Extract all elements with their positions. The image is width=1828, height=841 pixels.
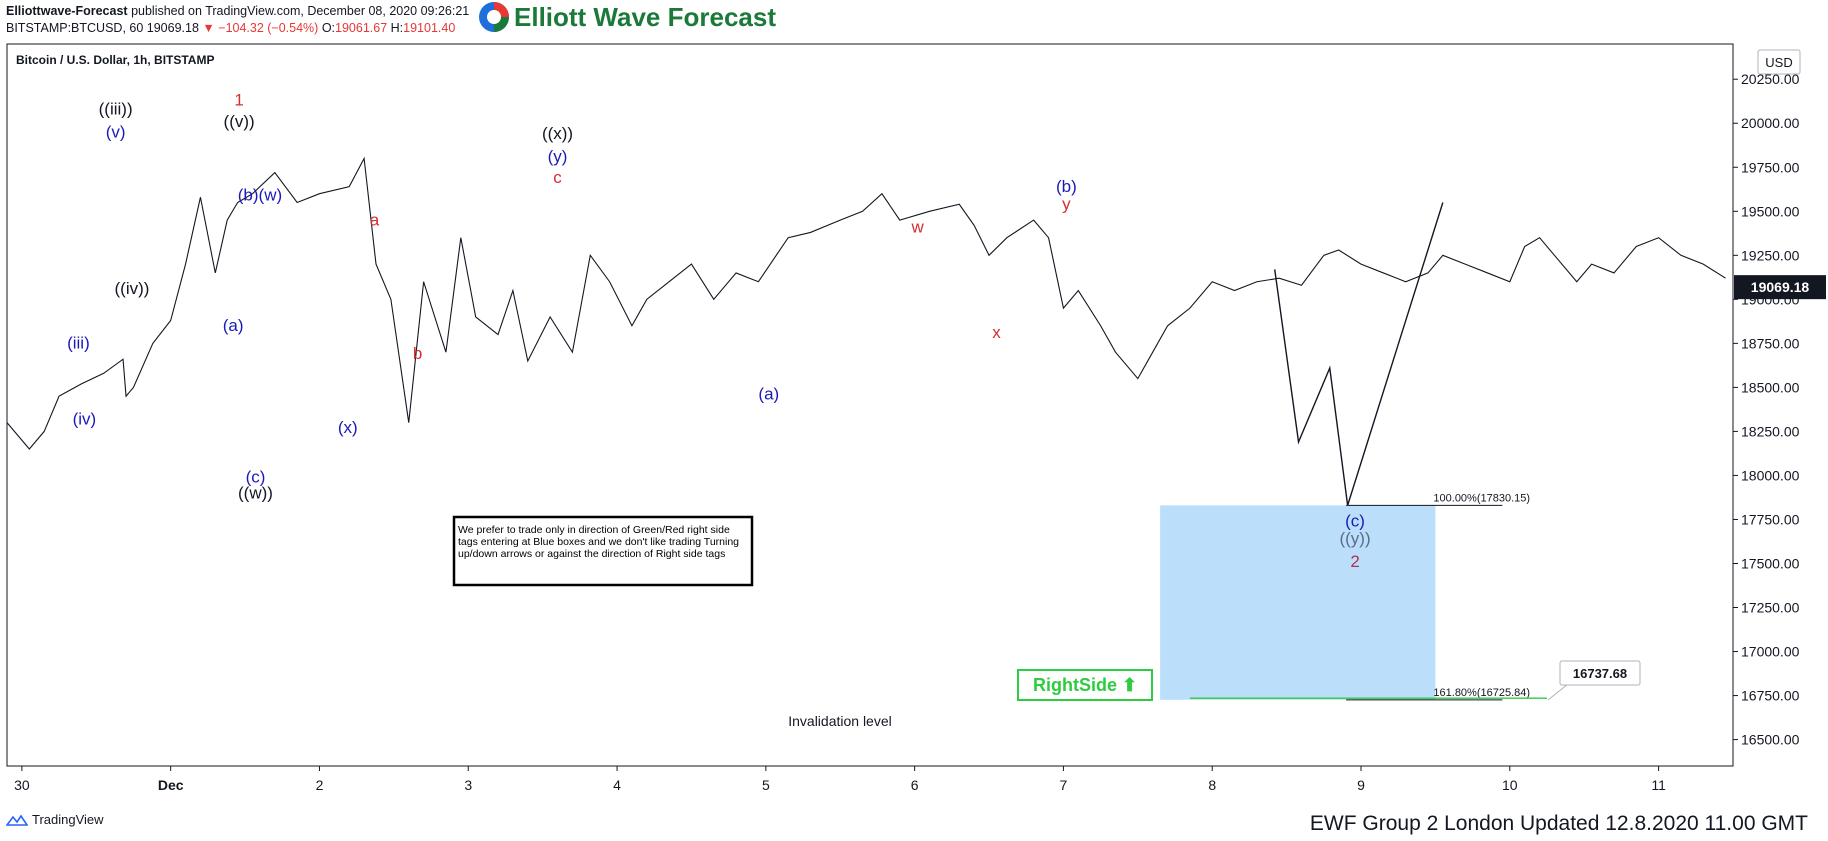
tradingview-brand[interactable]: TradingView (6, 812, 104, 827)
time-tick-label: 9 (1357, 777, 1365, 793)
ewf-logo: Elliott Wave Forecast (478, 0, 776, 34)
ewf-logo-icon (479, 2, 509, 32)
open-label: O: (321, 21, 336, 35)
price-tick-label: 17500.00 (1741, 555, 1800, 571)
fib-level-label: 161.80%(16725.84) (1433, 687, 1530, 699)
wave-label: (y) (548, 147, 568, 166)
wave-label: w (910, 217, 924, 236)
chart-frame (6, 43, 1734, 767)
fib-levels: 100.00%(17830.15) 161.80%(16725.84) (1189, 492, 1548, 701)
wave-label: x (992, 323, 1001, 342)
ohlc-line: BITSTAMP:BTCUSD, 60 19069.18 ▼ −104.32 (… (6, 21, 455, 35)
price-tick-label: 18000.00 (1741, 467, 1800, 483)
wave-label: (v) (106, 122, 126, 141)
current-price-value: 19069.18 (1751, 279, 1810, 295)
price-tick-label: 18750.00 (1741, 335, 1800, 351)
blue-entry-box (1160, 505, 1436, 700)
change-value: −104.32 (−0.54%) (218, 21, 319, 35)
ewf-update-note: EWF Group 2 London Updated 12.8.2020 11.… (1309, 812, 1808, 835)
symbol-label: BITSTAMP:BTCUSD, 60 (6, 21, 144, 35)
note-text-container: We prefer to trade only in direction of … (458, 524, 740, 560)
wave-labels: ((iii)) (v) (iii) (iv) ((iv)) 1 ((v)) (b)(w) (a)… (67, 91, 1371, 571)
wave-label: (a) (758, 385, 779, 404)
time-tick-label: Dec (158, 777, 184, 793)
wave-label: (x) (338, 418, 358, 437)
invalidation-label: Invalidation level (788, 713, 892, 729)
wave-label: ((iv)) (115, 279, 150, 298)
wave-label: c (553, 168, 562, 187)
wave-label: 1 (234, 91, 243, 110)
price-tick-label: 16750.00 (1741, 688, 1800, 704)
time-tick-label: 8 (1208, 777, 1216, 793)
last-price: 19069.18 (146, 21, 199, 35)
tradingview-label: TradingView (32, 812, 104, 827)
wave-label: (iii) (67, 334, 90, 353)
wave-label: (c) (1345, 512, 1365, 531)
wave-label: y (1062, 195, 1071, 214)
down-arrow-icon: ▼ (202, 21, 215, 35)
price-callout-box (1559, 660, 1641, 686)
price-tick-label: 17000.00 (1741, 644, 1800, 660)
time-tick-label: 11 (1651, 777, 1666, 793)
price-tick-label: 17750.00 (1741, 511, 1800, 527)
high-label: H: (390, 21, 404, 35)
time-tick-label: 30 (14, 777, 30, 793)
wave-label: (b)(w) (238, 186, 282, 205)
price-tick-label: 19250.00 (1741, 247, 1800, 263)
tradingview-logo-icon (6, 814, 28, 826)
chart-title: Bitcoin / U.S. Dollar, 1h, BITSTAMP (16, 53, 214, 67)
ewf-logo-text: Elliott Wave Forecast (514, 1, 776, 32)
fib-level-label: 100.00%(17830.15) (1433, 492, 1530, 504)
projection-path (1274, 202, 1444, 506)
note-box (452, 515, 754, 587)
high-value: 19101.40 (403, 21, 456, 35)
price-tick-label: 20000.00 (1741, 115, 1800, 131)
time-tick-label: 4 (613, 777, 621, 793)
time-tick-label: 2 (316, 777, 324, 793)
wave-label: b (413, 344, 422, 363)
time-tick-label: 7 (1060, 777, 1068, 793)
time-tick-label: 5 (762, 777, 770, 793)
wave-label: ((iii)) (99, 99, 133, 118)
price-tick-label: 20250.00 (1741, 71, 1800, 87)
publisher-name: Elliottwave-Forecast (6, 4, 128, 18)
time-axis: 30 Dec 2 3 4 5 6 7 8 9 10 11 (14, 766, 1666, 793)
published-text: published on TradingView.com, December 0… (131, 4, 470, 18)
price-series (6, 156, 1726, 450)
wave-label: ((w)) (238, 483, 273, 502)
time-tick-label: 6 (911, 777, 919, 793)
wave-label: (iv) (73, 409, 97, 428)
wave-label: (c) (246, 467, 266, 486)
rightside-tag (1017, 669, 1153, 701)
current-price-tag: 19069.18 (1734, 275, 1826, 300)
time-tick-label: 3 (464, 777, 472, 793)
price-tick-label: 19500.00 (1741, 203, 1800, 219)
wave-label: ((v)) (224, 112, 255, 131)
currency-label: USD (1765, 55, 1792, 70)
open-value: 19061.67 (335, 21, 388, 35)
price-tick-label: 17250.00 (1741, 600, 1800, 616)
price-tick-label: 18500.00 (1741, 379, 1800, 395)
wave-label: ((x)) (542, 124, 573, 143)
price-callout-leader (1547, 683, 1569, 701)
price-axis: 16500.00 16750.00 17000.00 17250.00 17500.00… (1733, 71, 1800, 748)
wave-label: (b) (1056, 177, 1077, 196)
price-tick-label: 19750.00 (1741, 159, 1800, 175)
wave-label: ((y)) (1339, 529, 1370, 548)
time-tick-label: 10 (1502, 777, 1518, 793)
rightside-tag-label: RightSide ⬆ (1033, 675, 1137, 695)
wave-label: a (370, 210, 380, 229)
note-text: We prefer to trade only in direction of … (458, 524, 740, 560)
price-callout-value: 16737.68 (1573, 666, 1627, 681)
wave-label: 2 (1350, 552, 1359, 571)
price-tick-label: 16500.00 (1741, 732, 1800, 748)
price-tick-label: 18250.00 (1741, 423, 1800, 439)
publish-line: Elliottwave-Forecast published on Tradin… (6, 4, 469, 18)
currency-box[interactable] (1757, 49, 1801, 75)
wave-label: (a) (223, 316, 244, 335)
